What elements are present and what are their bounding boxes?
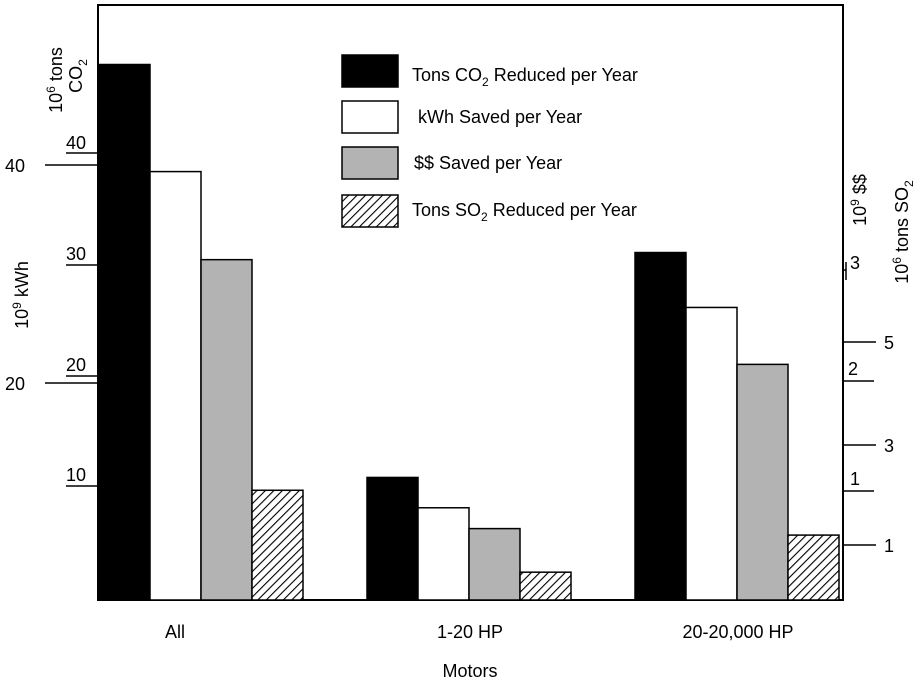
x-axis-title: Motors	[442, 661, 497, 681]
dollars-axis-title: 109 $$	[848, 174, 870, 226]
kwh-axis: 40 20 109 kWh	[5, 156, 98, 394]
legend-swatch-so2	[341, 194, 399, 228]
kwh-axis-title: 109 kWh	[10, 261, 32, 329]
so2-axis-title: 106 tons SO2	[890, 180, 916, 284]
kwh-tick-label-40: 40	[5, 156, 25, 176]
bar-kwh-1	[417, 507, 470, 601]
category-label-all: All	[165, 622, 185, 642]
bar-so2-1	[519, 571, 572, 601]
category-label-20-20000hp: 20-20,000 HP	[682, 622, 793, 642]
so2-tick-label-1: 1	[884, 536, 894, 556]
bar-so2-2	[787, 534, 840, 601]
bar-group	[98, 63, 840, 601]
legend-label-so2: Tons SO2 Reduced per Year	[412, 200, 637, 224]
co2-axis-title-line1: 106 tons	[44, 47, 66, 113]
bar-kwh-2	[685, 306, 738, 601]
kwh-tick-label-20: 20	[5, 374, 25, 394]
co2-tick-label-10: 10	[66, 465, 86, 485]
dollars-tick-label-2: 2	[848, 359, 858, 379]
category-label-1-20hp: 1-20 HP	[437, 622, 503, 642]
bar-dollars-0	[200, 258, 253, 601]
bar-dollars-1	[468, 527, 521, 601]
co2-axis-title-line2: CO2	[66, 59, 90, 93]
co2-tick-label-40: 40	[66, 133, 86, 153]
co2-tick-label-30: 30	[66, 244, 86, 264]
bar-co2-0	[98, 63, 151, 601]
dollars-axis: 3 2 1 109 $$	[843, 174, 874, 492]
co2-axis: 40 30 20 10 106 tons CO2	[44, 47, 98, 487]
co2-tick-label-20: 20	[66, 355, 86, 375]
legend-label-dollars: $$ Saved per Year	[414, 153, 562, 173]
legend-swatch-co2	[341, 54, 399, 88]
bar-co2-2	[634, 251, 687, 601]
so2-tick-label-5: 5	[884, 333, 894, 353]
bar-dollars-2	[736, 363, 789, 601]
bar-co2-1	[366, 476, 419, 601]
legend-swatch-kwh	[341, 100, 399, 134]
legend-swatch-dollars	[341, 146, 399, 180]
dollars-tick-label-3: 3	[850, 253, 860, 273]
so2-axis: 5 3 1 106 tons SO2	[843, 180, 916, 556]
dollars-tick-label-1: 1	[850, 469, 860, 489]
legend-label-co2: Tons CO2 Reduced per Year	[412, 65, 638, 89]
legend: Tons CO2 Reduced per Year kWh Saved per …	[341, 54, 638, 228]
bar-so2-0	[251, 489, 304, 601]
so2-tick-label-3: 3	[884, 436, 894, 456]
bar-kwh-0	[149, 170, 202, 601]
legend-label-kwh: kWh Saved per Year	[418, 107, 582, 127]
